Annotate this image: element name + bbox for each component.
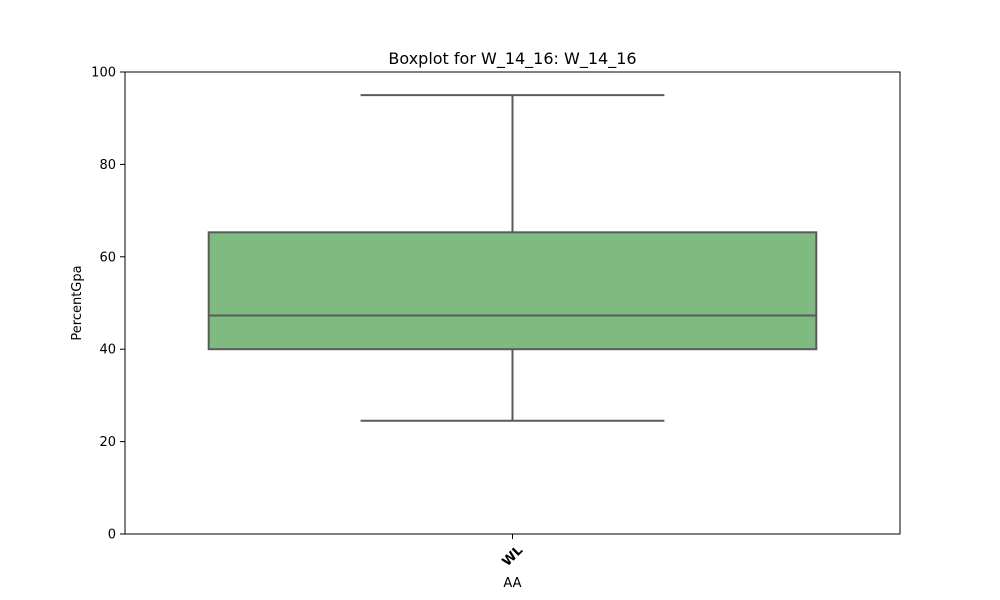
chart-title: Boxplot for W_14_16: W_14_16: [388, 49, 636, 69]
box-group: [207, 94, 818, 422]
y-tick-label: 20: [99, 435, 116, 450]
x-axis: WL: [500, 534, 527, 570]
y-tick-label: 40: [99, 343, 116, 358]
y-axis-label: PercentGpa: [70, 265, 85, 340]
x-axis-label: AA: [503, 576, 521, 591]
box-iqr: [207, 231, 818, 351]
y-tick-label: 60: [99, 250, 116, 265]
y-tick-label: 80: [99, 158, 116, 173]
x-tick-label: WL: [500, 543, 527, 570]
y-axis: 0 20 40 60 80 100: [91, 66, 125, 543]
y-tick-label: 0: [108, 528, 116, 543]
y-tick-label: 100: [91, 66, 116, 81]
